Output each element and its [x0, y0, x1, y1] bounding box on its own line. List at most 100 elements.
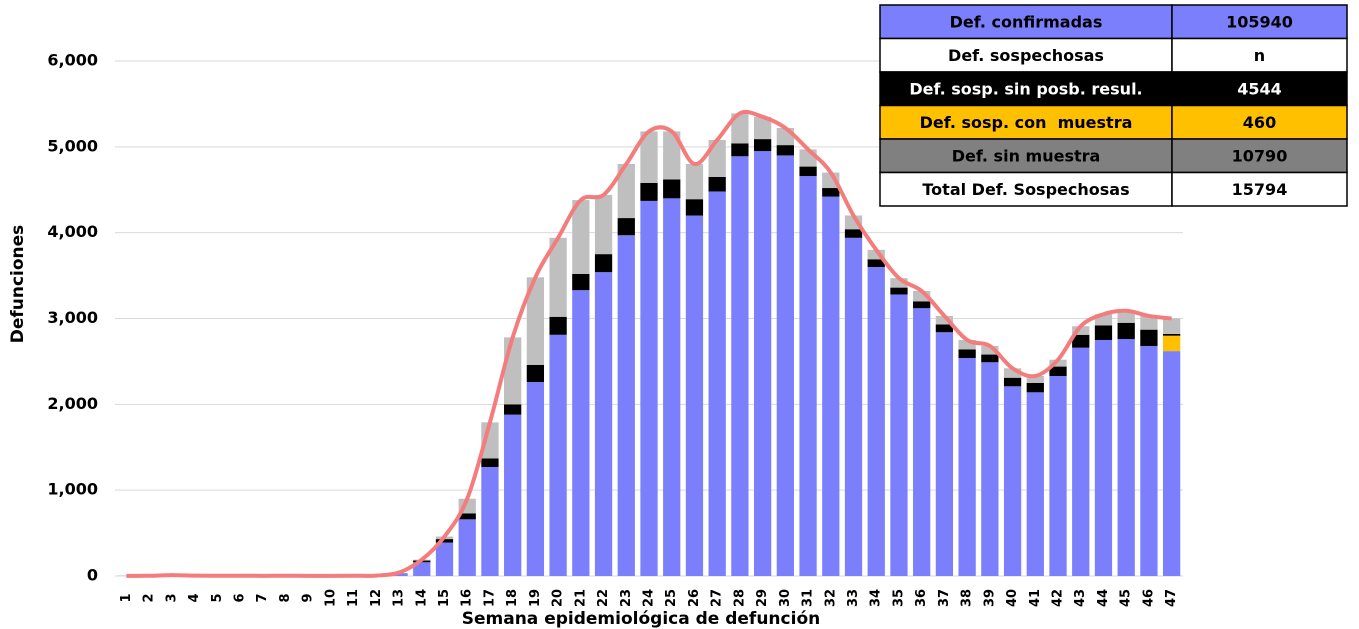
- bar-segment: [981, 345, 999, 355]
- y-tick-label: 3,000: [47, 308, 98, 327]
- y-tick-label: 4,000: [47, 222, 98, 241]
- bar-segment: [890, 278, 908, 288]
- x-tick-label: 43: [1073, 589, 1088, 607]
- bar-segment: [640, 200, 658, 577]
- x-tick-label: 24: [642, 589, 657, 607]
- bar-segment: [1094, 325, 1113, 340]
- bar-segment: [640, 182, 658, 201]
- x-axis-title: Semana epidemiológica de defunción: [462, 609, 820, 629]
- bar-segment: [1117, 310, 1135, 323]
- x-tick-label: 4: [187, 593, 202, 602]
- x-tick-label: 22: [596, 589, 611, 607]
- table-cell: [1171, 104, 1348, 140]
- table-value: n: [1254, 46, 1265, 65]
- bar-segment: [776, 155, 794, 576]
- bar-segment: [1049, 359, 1067, 367]
- x-tick-label: 38: [960, 589, 975, 607]
- bar-segment: [913, 291, 931, 302]
- table-label: Def. sin muestra: [952, 146, 1101, 165]
- bar-segment: [890, 287, 908, 295]
- x-tick-label: 17: [482, 589, 497, 607]
- table-cell: [879, 4, 1173, 40]
- bar-segment: [685, 164, 704, 200]
- bar-segment: [1049, 376, 1067, 576]
- bar-segment: [867, 249, 885, 260]
- bar-segment: [1117, 339, 1135, 576]
- bar-segment: [1049, 366, 1067, 377]
- bar-segment: [685, 199, 704, 216]
- table-value: 10790: [1232, 146, 1288, 165]
- bar-segment: [549, 334, 567, 576]
- bar-segment: [913, 301, 931, 309]
- bar-segment: [708, 176, 726, 192]
- bar-segment: [1163, 335, 1181, 352]
- x-tick-label: 33: [846, 589, 861, 607]
- table-label: Def. sosp. con muestra: [920, 113, 1133, 132]
- table-value: 15794: [1232, 180, 1288, 199]
- bar-segment: [594, 254, 613, 273]
- x-tick-label: 26: [687, 589, 702, 607]
- bar-segment: [617, 164, 635, 219]
- bar-segment: [935, 332, 954, 576]
- bar-segment: [458, 513, 476, 520]
- x-tick-label: 1: [119, 593, 134, 602]
- bar-segment: [958, 349, 976, 358]
- bar-segment: [685, 215, 704, 576]
- bar-segment: [776, 145, 794, 156]
- bar-segment: [435, 542, 454, 576]
- x-tick-label: 15: [437, 589, 452, 607]
- x-tick-label: 14: [414, 589, 429, 607]
- table-value: 105940: [1226, 12, 1293, 31]
- table-value: 460: [1243, 113, 1276, 132]
- bar-segment: [1163, 351, 1181, 576]
- bar-segment: [822, 188, 840, 197]
- bar-segment: [594, 272, 613, 576]
- bar-segment: [481, 458, 499, 467]
- bar-segment: [1072, 326, 1090, 335]
- y-tick-label: 6,000: [47, 51, 98, 70]
- bar-segment: [1003, 368, 1022, 378]
- x-tick-label: 16: [460, 589, 475, 607]
- y-axis-title: Defunciones: [8, 225, 28, 344]
- y-tick-label: 2,000: [47, 394, 98, 413]
- y-tick-label: 0: [87, 566, 98, 585]
- bar-segment: [504, 414, 522, 576]
- bar-segment: [663, 179, 681, 199]
- bar-segment: [594, 194, 613, 255]
- bar-segment: [890, 294, 908, 576]
- bar-segment: [640, 131, 658, 183]
- bar-segment: [413, 562, 431, 576]
- x-tick-label: 5: [210, 593, 225, 602]
- table-cell: [879, 104, 1173, 140]
- bar-segment: [753, 151, 772, 576]
- bar-segment: [1026, 382, 1044, 393]
- y-tick-label: 1,000: [47, 480, 98, 499]
- x-tick-label: 6: [232, 593, 247, 602]
- x-tick-label: 25: [664, 589, 679, 607]
- bar-segment: [504, 337, 522, 405]
- x-tick-label: 10: [323, 589, 338, 607]
- x-tick-label: 28: [732, 589, 747, 607]
- y-tick-label: 5,000: [47, 136, 98, 155]
- bar-segment: [1163, 318, 1181, 334]
- bar-segment: [435, 539, 454, 543]
- bar-segment: [663, 131, 681, 180]
- bar-segment: [504, 404, 522, 415]
- x-tick-label: 3: [164, 593, 179, 602]
- bar-segment: [526, 382, 545, 576]
- x-tick-label: 39: [982, 589, 997, 607]
- x-tick-label: 29: [755, 589, 770, 607]
- table-cell: [879, 138, 1173, 174]
- bar-segment: [1094, 314, 1113, 326]
- bar-segment: [753, 116, 772, 140]
- x-tick-label: 44: [1096, 589, 1111, 607]
- x-tick-label: 23: [619, 589, 634, 607]
- bar-segment: [913, 308, 931, 576]
- x-tick-label: 12: [369, 589, 384, 607]
- table-label: Def. sospechosas: [948, 46, 1104, 65]
- x-tick-label: 13: [392, 589, 407, 607]
- bar-segment: [526, 364, 545, 383]
- x-tick-label: 2: [142, 593, 157, 602]
- bar-segment: [1094, 339, 1113, 576]
